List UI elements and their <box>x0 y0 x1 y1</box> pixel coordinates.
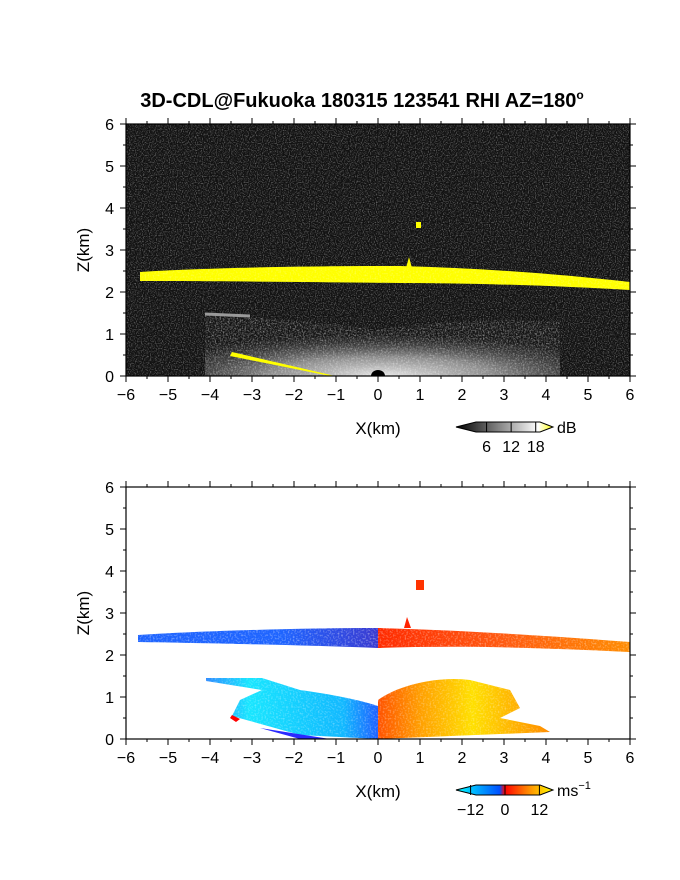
x-tick-label: 5 <box>584 750 593 767</box>
x-tick-label: −1 <box>327 750 345 767</box>
colorbar-tick-label: 6 <box>482 439 491 456</box>
y-tick-label: 3 <box>105 243 114 260</box>
x-tick-label: 6 <box>626 750 635 767</box>
x-tick-label: −1 <box>327 387 345 404</box>
y-tick-label: 1 <box>105 327 114 344</box>
velocity-axes: −6 −5 −4 −3 −2 −1 0 1 2 3 4 5 6 0 1 2 3 4 5 6 <box>105 480 636 767</box>
small-echo <box>416 222 421 228</box>
x-tick-label: −2 <box>285 387 303 404</box>
colorbar-unit: dB <box>557 420 577 437</box>
colorbar-tick-label: 0 <box>501 802 510 819</box>
chart-title: 3D-CDL@Fukuoka 180315 123541 RHI AZ=180o <box>140 88 584 112</box>
x-tick-label: −4 <box>201 387 219 404</box>
y-tick-label: 4 <box>105 201 114 218</box>
x-tick-label: −3 <box>243 750 261 767</box>
colorbar-unit: ms−1 <box>557 780 591 800</box>
x-tick-label: 3 <box>500 750 509 767</box>
x-tick-label: 0 <box>374 750 383 767</box>
x-tick-label: −5 <box>159 750 177 767</box>
y-tick-label: 5 <box>105 159 114 176</box>
x-tick-label: 0 <box>374 387 383 404</box>
y-tick-label: 1 <box>105 690 114 707</box>
x-tick-label: −3 <box>243 387 261 404</box>
y-tick-label: 2 <box>105 285 114 302</box>
x-tick-label: 3 <box>500 387 509 404</box>
backscatter-colorbar: 6 12 18 dB <box>455 420 577 456</box>
x-tick-label: 6 <box>626 387 635 404</box>
y-tick-label: 0 <box>105 369 114 386</box>
y-axis-label: Z(km) <box>74 591 93 635</box>
velocity-colorbar: −12 0 12 ms−1 <box>455 780 591 819</box>
x-tick-label: −6 <box>117 387 135 404</box>
x-tick-label: 4 <box>542 750 551 767</box>
backscatter-axes: −6 −5 −4 −3 −2 −1 0 1 2 3 4 5 6 0 1 2 3 4 5 6 <box>105 117 636 404</box>
y-axis-label: Z(km) <box>74 228 93 272</box>
x-tick-label: 5 <box>584 387 593 404</box>
velocity-field <box>138 580 630 739</box>
colorbar-tick-label: 12 <box>502 439 520 456</box>
x-tick-label: −5 <box>159 387 177 404</box>
x-tick-label: 1 <box>416 750 425 767</box>
y-tick-label: 4 <box>105 564 114 581</box>
x-tick-label: 2 <box>458 387 467 404</box>
y-tick-label: 3 <box>105 606 114 623</box>
x-tick-label: 2 <box>458 750 467 767</box>
colorbar-tick-label: 12 <box>531 802 549 819</box>
ground-clutter <box>230 352 335 376</box>
y-tick-label: 5 <box>105 522 114 539</box>
colorbar-tick-label: −12 <box>457 802 484 819</box>
backscatter-field <box>126 124 630 376</box>
x-tick-label: 1 <box>416 387 425 404</box>
x-axis-label: X(km) <box>355 419 400 438</box>
x-tick-label: 4 <box>542 387 551 404</box>
y-tick-label: 6 <box>105 480 114 497</box>
y-tick-label: 2 <box>105 648 114 665</box>
x-axis-label: X(km) <box>355 782 400 801</box>
x-tick-label: −2 <box>285 750 303 767</box>
x-tick-label: −4 <box>201 750 219 767</box>
y-tick-label: 6 <box>105 117 114 134</box>
y-tick-label: 0 <box>105 732 114 749</box>
x-tick-label: −6 <box>117 750 135 767</box>
colorbar-tick-label: 18 <box>527 439 545 456</box>
small-echo <box>416 580 424 590</box>
plot-background <box>126 487 630 739</box>
